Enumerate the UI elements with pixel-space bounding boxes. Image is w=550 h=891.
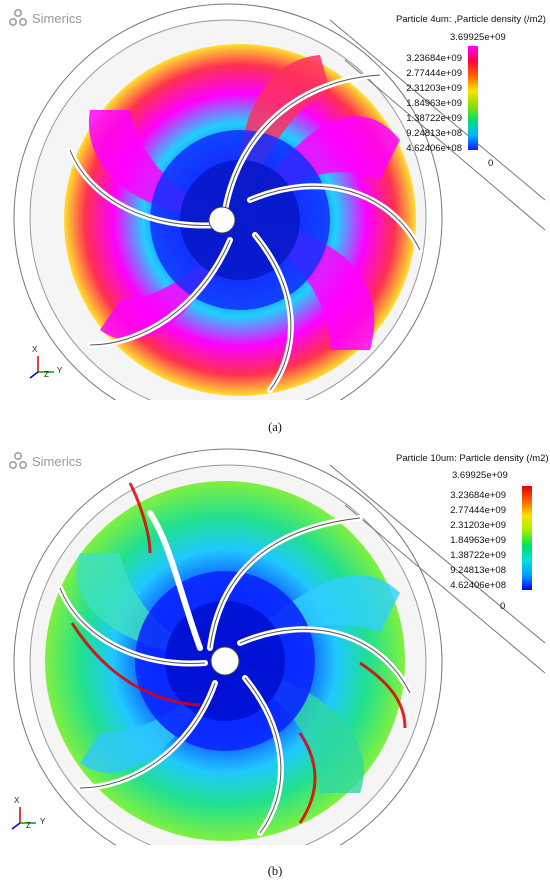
logo-text: Simerics bbox=[32, 10, 82, 26]
legend-tick: 1.38722e+09 bbox=[406, 113, 462, 124]
axis-x-label: X bbox=[14, 796, 20, 805]
simerics-logo-icon bbox=[8, 8, 28, 27]
colorbar bbox=[522, 486, 532, 590]
legend-zero: 0 bbox=[500, 601, 506, 612]
axis-z-label: Z bbox=[44, 370, 49, 379]
legend-tick: 3.23684e+09 bbox=[406, 53, 462, 64]
legend-tick: 1.84963e+09 bbox=[406, 98, 462, 109]
caption-b: (b) bbox=[267, 864, 283, 878]
axis-y-label: Y bbox=[40, 817, 46, 826]
legend-max: 3.69925e+09 bbox=[452, 470, 508, 481]
panel-b: X Y Z Simerics Particle 10um: Particle d… bbox=[0, 443, 550, 845]
legend-tick: 9.24813e+08 bbox=[450, 565, 506, 576]
colorbar bbox=[468, 46, 478, 150]
simerics-logo-icon bbox=[8, 451, 28, 470]
legend-tick: 9.24813e+08 bbox=[406, 128, 462, 139]
axes-triad bbox=[29, 356, 54, 379]
axis-z-label: Z bbox=[26, 821, 31, 830]
legend-tick: 2.77444e+09 bbox=[406, 68, 462, 79]
hub-hole bbox=[208, 206, 236, 234]
logo-text: Simerics bbox=[32, 453, 82, 469]
legend-tick: 2.77444e+09 bbox=[450, 505, 506, 516]
legend-tick: 1.38722e+09 bbox=[450, 550, 506, 561]
legend-tick: 2.31203e+09 bbox=[450, 520, 506, 531]
simerics-logo: Simerics bbox=[8, 8, 82, 28]
volute-outline bbox=[13, 448, 443, 845]
legend-zero: 0 bbox=[488, 158, 494, 169]
volute-outline bbox=[13, 3, 443, 400]
axis-y-label: Y bbox=[57, 366, 63, 375]
legend-tick: 1.84963e+09 bbox=[450, 535, 506, 546]
colorbar-legend-b: Particle 10um: Particle density (/m2) 3.… bbox=[394, 453, 550, 613]
legend-tick: 3.23684e+09 bbox=[450, 490, 506, 501]
legend-tick: 4.62406e+08 bbox=[406, 143, 462, 154]
impeller-contour-b bbox=[11, 448, 546, 845]
legend-title: Particle 4um: ,Particle density (/m2) bbox=[396, 14, 546, 25]
simerics-logo: Simerics bbox=[8, 451, 82, 471]
impeller-contour-a bbox=[13, 3, 546, 400]
hub-hole bbox=[210, 646, 240, 676]
axes-triad bbox=[11, 807, 36, 830]
caption-a: (a) bbox=[268, 420, 282, 434]
legend-title: Particle 10um: Particle density (/m2) bbox=[396, 453, 549, 464]
legend-max: 3.69925e+09 bbox=[450, 32, 506, 43]
panel-a: X Y Z Simerics Particle 4um: ,Particle d… bbox=[0, 0, 550, 400]
legend-tick: 4.62406e+08 bbox=[450, 580, 506, 591]
axis-x-label: X bbox=[32, 345, 38, 354]
legend-tick: 2.31203e+09 bbox=[406, 83, 462, 94]
colorbar-legend-a: Particle 4um: ,Particle density (/m2) 3.… bbox=[390, 14, 550, 174]
